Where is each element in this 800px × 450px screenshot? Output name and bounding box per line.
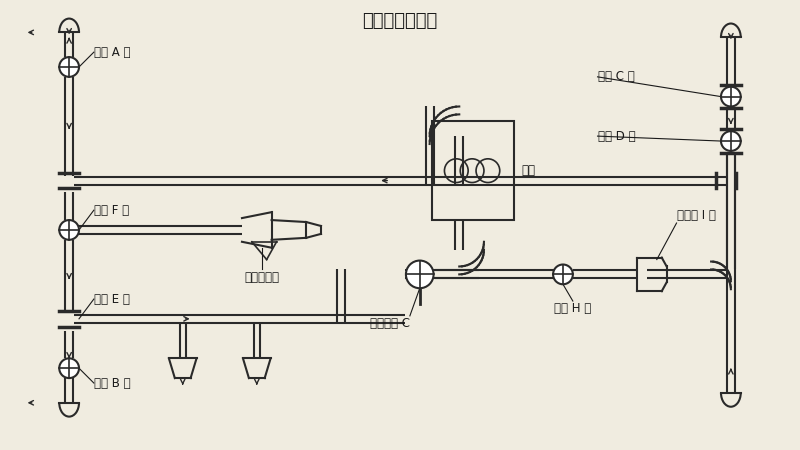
Circle shape [59, 220, 79, 240]
Text: 洒水炮出口: 洒水炮出口 [244, 271, 279, 284]
Circle shape [59, 358, 79, 378]
Text: 球阀 C 开: 球阀 C 开 [598, 70, 634, 83]
Text: 水泵: 水泵 [522, 164, 535, 177]
Text: 球阀 A 开: 球阀 A 开 [94, 45, 130, 58]
Circle shape [721, 131, 741, 151]
Text: 球阀 F 关: 球阀 F 关 [94, 204, 129, 217]
Text: 三通球阀 C: 三通球阀 C [370, 317, 410, 330]
Bar [432, 122, 514, 220]
Text: 球阀 E 开: 球阀 E 开 [94, 292, 130, 306]
Text: 球阀 H 关: 球阀 H 关 [554, 302, 591, 315]
Circle shape [721, 87, 741, 107]
Text: 球阀 D 开: 球阀 D 开 [598, 130, 635, 143]
Text: 洒水、浇灌花木: 洒水、浇灌花木 [362, 12, 438, 30]
Text: 球阀 B 开: 球阀 B 开 [94, 377, 130, 390]
Text: 消防栓 I 关: 消防栓 I 关 [677, 209, 715, 221]
Circle shape [553, 265, 573, 284]
Circle shape [59, 57, 79, 77]
Circle shape [406, 261, 434, 288]
